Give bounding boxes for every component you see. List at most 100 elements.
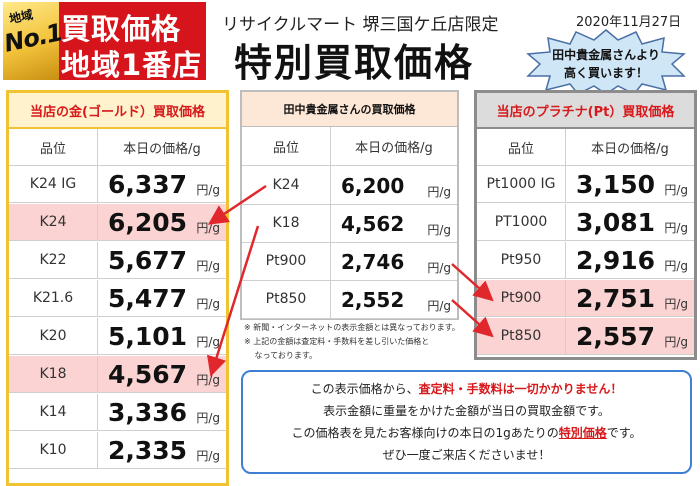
info-box: この表示価格から、査定料・手数料は一切かかりません！ 表示金額に重量をかけた金額…	[241, 370, 692, 474]
special-price-text: 特別価格	[558, 426, 607, 440]
gold-price-table: 当店の金(ゴールド）買取価格 品位 本日の価格/g K24 IG 6,337 円/g…	[6, 90, 229, 486]
price-cell: 2,335 円/g	[98, 432, 226, 468]
info-line-2: 表示金額に重量をかけた金額が当日の買取金額です。	[323, 404, 610, 418]
price-value: 4,562	[341, 212, 405, 236]
table-row: K21.6 5,477 円/g	[9, 280, 226, 317]
arrow-k18	[206, 225, 260, 377]
page-title: 特別買取価格	[234, 41, 475, 85]
grade-cell: Pt1000 IG	[477, 166, 566, 202]
unit-label: 円/g	[427, 261, 451, 275]
date: 2020年11月27日	[576, 15, 682, 30]
price-cell: 6,337 円/g	[98, 166, 226, 202]
note-line: ※ 新聞・インターネットの表示金額とは異なっております。	[244, 323, 460, 332]
price-cell: 5,101 円/g	[98, 318, 226, 354]
no1-badge: 地域 No.1 買取価格 地域1番店	[2, 2, 206, 82]
unit-label: 円/g	[196, 449, 220, 463]
grade-cell: Pt900	[477, 280, 566, 316]
unit-label: 円/g	[196, 259, 220, 273]
grade-cell: K21.6	[9, 280, 98, 316]
note-line: ※ 上記の金額は査定料・手数料を差し引いた価格と	[244, 337, 430, 346]
no-fee-text: 査定料・手数料は一切かかりません！	[418, 382, 623, 396]
price-cell: 6,200 円/g	[331, 166, 457, 204]
grade-cell: Pt950	[477, 242, 566, 278]
note-line: なっております。	[244, 351, 318, 360]
arrow-k24	[207, 184, 267, 225]
table-row: Pt850 2,552 円/g	[242, 280, 457, 319]
table-row: K10 2,335 円/g	[9, 432, 226, 469]
table-row: K24 IG 6,337 円/g	[9, 166, 226, 203]
unit-label: 円/g	[196, 411, 220, 425]
unit-label: 円/g	[196, 183, 220, 197]
price-value: 5,677	[108, 246, 188, 275]
price-value: 4,567	[108, 360, 188, 389]
info-line-3-suffix: です。	[606, 426, 642, 440]
grade-cell: K24	[242, 166, 331, 204]
starburst-callout: 田中貴金属さんより 高く買います！	[526, 28, 686, 96]
info-line-3: この価格表を見たお客様向けの本日の1gあたりの特別価格です。	[243, 424, 690, 441]
tanaka-price-table: 田中貴金属さんの買取価格 品位 本日の価格/g K24 6,200 円/g K18 4,…	[240, 90, 459, 320]
price-value: 5,477	[108, 284, 188, 313]
unit-label: 円/g	[664, 221, 688, 235]
table-row: K24 6,205 円/g	[9, 204, 226, 241]
price-value: 3,150	[576, 170, 656, 199]
price-cell: 3,081 円/g	[566, 204, 694, 240]
grade-cell: K10	[9, 432, 98, 468]
unit-label: 円/g	[664, 335, 688, 349]
price-value: 2,916	[576, 246, 656, 275]
price-cell: 2,751 円/g	[566, 280, 694, 316]
gold-medal-icon: 地域 No.1	[2, 2, 65, 80]
grade-cell: Pt850	[477, 318, 566, 354]
price-value: 3,081	[576, 208, 656, 237]
grade-cell: PT1000	[477, 204, 566, 240]
grade-cell: Pt900	[242, 242, 331, 280]
price-value: 6,200	[341, 174, 405, 198]
price-value: 3,336	[108, 398, 188, 427]
grade-cell: K24 IG	[9, 166, 98, 202]
table-row: K14 3,336 円/g	[9, 394, 226, 431]
price-value: 2,335	[108, 436, 188, 465]
platinum-price-table: 当店のプラチナ(Pt）買取価格 品位 本日の価格/g Pt1000 IG 3,15…	[474, 90, 697, 360]
table-row: K24 6,200 円/g	[242, 166, 457, 205]
table-row: Pt950 2,916 円/g	[477, 242, 694, 279]
unit-label: 円/g	[664, 259, 688, 273]
grade-cell: K20	[9, 318, 98, 354]
info-line-4: ぜひ一度ご来店くださいませ！	[382, 448, 551, 462]
grade-column-header: 品位	[9, 129, 98, 165]
price-value: 5,101	[108, 322, 188, 351]
price-cell: 5,477 円/g	[98, 280, 226, 316]
table-row: K22 5,677 円/g	[9, 242, 226, 279]
price-cell: 3,336 円/g	[98, 394, 226, 430]
store-name: リサイクルマート 堺三国ケ丘店限定	[222, 15, 499, 35]
grade-cell: Pt850	[242, 280, 331, 318]
gold-column-header: 品位 本日の価格/g	[9, 129, 226, 166]
price-cell: 4,562 円/g	[331, 204, 457, 242]
table-row: Pt900 2,751 円/g	[477, 280, 694, 317]
table-row: Pt850 2,557 円/g	[477, 318, 694, 355]
grade-column-header: 品位	[242, 127, 331, 165]
badge-line1: 買取価格	[61, 12, 182, 46]
grade-cell: K14	[9, 394, 98, 430]
table-row: Pt1000 IG 3,150 円/g	[477, 166, 694, 203]
price-cell: 2,557 円/g	[566, 318, 694, 354]
unit-label: 円/g	[196, 297, 220, 311]
unit-label: 円/g	[664, 297, 688, 311]
table-row: K20 5,101 円/g	[9, 318, 226, 355]
price-value: 2,751	[576, 284, 656, 313]
price-cell: 6,205 円/g	[98, 204, 226, 240]
info-line-3-prefix: この価格表を見たお客様向けの本日の1gあたりの	[291, 426, 559, 440]
tanaka-table-title: 田中貴金属さんの買取価格	[242, 92, 457, 127]
table-row: PT1000 3,081 円/g	[477, 204, 694, 241]
unit-label: 円/g	[196, 335, 220, 349]
arrow-pt900	[451, 263, 494, 302]
tanaka-column-header: 品位 本日の価格/g	[242, 127, 457, 166]
platinum-table-title: 当店のプラチナ(Pt）買取価格	[477, 93, 694, 129]
starburst-line1: 田中貴金属さんより	[552, 48, 660, 62]
price-cell: 2,552 円/g	[331, 280, 457, 318]
grade-cell: K24	[9, 204, 98, 240]
price-cell: 5,677 円/g	[98, 242, 226, 278]
price-cell: 2,746 円/g	[331, 242, 457, 280]
price-value: 2,552	[341, 288, 405, 312]
arrow-pt850	[451, 299, 494, 338]
grade-cell: K18	[242, 204, 331, 242]
unit-label: 円/g	[427, 299, 451, 313]
